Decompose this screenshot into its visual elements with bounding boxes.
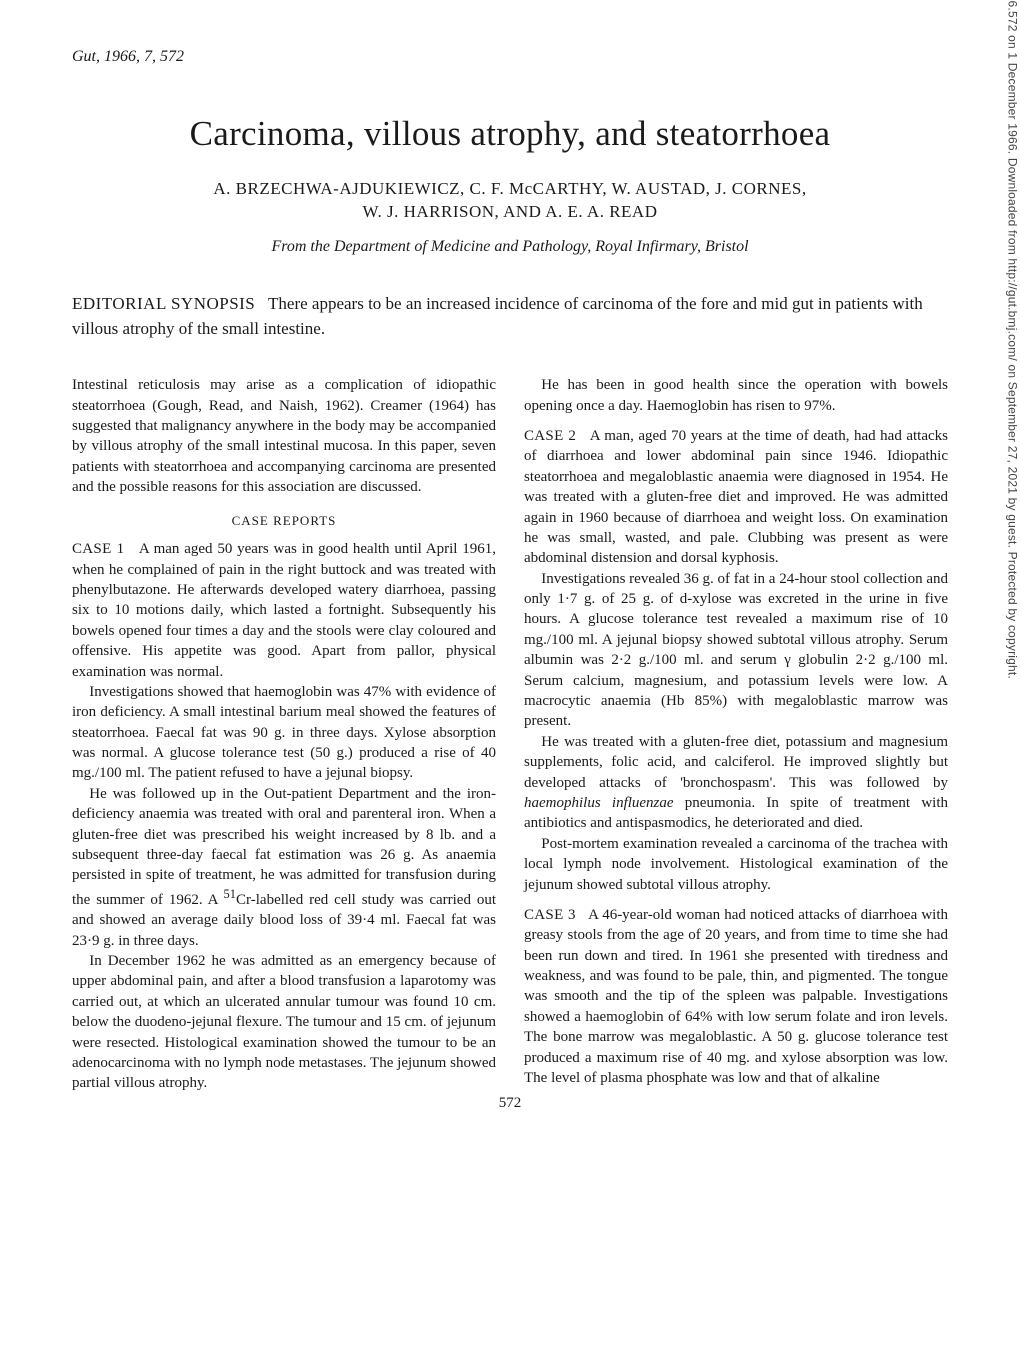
case-1-paragraph-3: He was followed up in the Out-patient De…	[72, 784, 496, 951]
case-2-paragraph-4: Post-mortem examination revealed a carci…	[524, 834, 948, 895]
case-2-paragraph-2: Investigations revealed 36 g. of fat in …	[524, 569, 948, 732]
case-3-p1-text: A 46-year-old woman had noticed attacks …	[524, 907, 948, 1086]
authors-line-2: W. J. HARRISON, AND A. E. A. READ	[363, 202, 658, 221]
intro-paragraph: Intestinal reticulosis may arise as a co…	[72, 375, 496, 497]
case-1-paragraph-1: CASE 1 A man aged 50 years was in good h…	[72, 539, 496, 682]
case-1-continuation: He has been in good health since the ope…	[524, 375, 948, 416]
case-2-paragraph-3: He was treated with a gluten-free diet, …	[524, 732, 948, 834]
case-2-p1-text: A man, aged 70 years at the time of deat…	[524, 428, 948, 566]
article-title: Carcinoma, villous atrophy, and steatorr…	[72, 114, 948, 154]
organism-name-italic: haemophilus influenzae	[524, 795, 674, 811]
case-2-p3a: He was treated with a gluten-free diet, …	[524, 734, 948, 791]
case-1-label: CASE 1	[72, 541, 124, 557]
synopsis-label: EDITORIAL SYNOPSIS	[72, 294, 255, 313]
case-3-label: CASE 3	[524, 907, 576, 923]
case-1-paragraph-4: In December 1962 he was admitted as an e…	[72, 951, 496, 1094]
isotope-superscript: 51	[224, 887, 237, 901]
vertical-publisher-notice: Gut: first published as 10.1136/gut.7.6.…	[1005, 0, 1019, 679]
case-1-p1-text: A man aged 50 years was in good health u…	[72, 541, 496, 679]
section-heading-case-reports: CASE REPORTS	[72, 512, 496, 530]
authors-block: A. BRZECHWA-AJDUKIEWICZ, C. F. McCARTHY,…	[72, 178, 948, 224]
affiliation: From the Department of Medicine and Path…	[72, 238, 948, 256]
case-2-paragraph-1: CASE 2 A man, aged 70 years at the time …	[524, 426, 948, 569]
case-1-p3-label-tail: Cr-labelled	[236, 892, 303, 908]
journal-citation: Gut, 1966, 7, 572	[72, 48, 948, 66]
case-1-p3a: He was followed up in the Out-patient De…	[72, 786, 496, 908]
case-1-paragraph-2: Investigations showed that haemoglobin w…	[72, 682, 496, 784]
editorial-synopsis: EDITORIAL SYNOPSIS There appears to be a…	[72, 292, 948, 341]
case-2-label: CASE 2	[524, 428, 576, 444]
left-column: Intestinal reticulosis may arise as a co…	[72, 375, 496, 1094]
authors-line-1: A. BRZECHWA-AJDUKIEWICZ, C. F. McCARTHY,…	[213, 179, 806, 198]
case-3-paragraph-1: CASE 3 A 46-year-old woman had noticed a…	[524, 905, 948, 1089]
right-column: He has been in good health since the ope…	[524, 375, 948, 1094]
page-number: 572	[0, 1095, 1020, 1112]
two-column-body: Intestinal reticulosis may arise as a co…	[72, 375, 948, 1094]
